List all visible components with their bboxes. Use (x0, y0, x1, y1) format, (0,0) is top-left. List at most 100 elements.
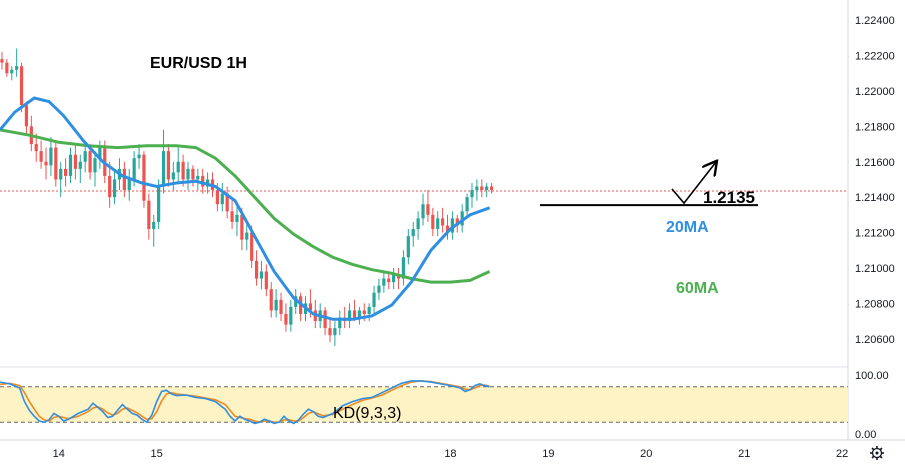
projection-arrow (671, 162, 716, 205)
kd-tick-label: 0.00 (855, 429, 876, 441)
candle-body (54, 147, 58, 180)
candle-body (274, 299, 278, 311)
candle-body (15, 66, 19, 70)
candle-body (279, 299, 283, 314)
kd-k-line (0, 380, 490, 425)
candle-body (475, 186, 479, 191)
kd-overbought-oversold-band (0, 386, 848, 423)
candle-body (157, 186, 161, 222)
candle-body (83, 151, 87, 162)
candle-body (108, 175, 112, 198)
candle-body (289, 306, 293, 325)
candle-body (68, 154, 73, 176)
candle-body (460, 211, 464, 226)
price-tick-label: 1.21400 (855, 192, 895, 204)
candle-body (0, 59, 4, 63)
candle-body (284, 313, 288, 325)
candle-body (250, 232, 254, 261)
candle-body (73, 154, 77, 169)
price-tick-label: 1.21600 (855, 157, 895, 169)
candle-body (421, 204, 425, 219)
candle-body (44, 161, 48, 166)
candle-body (269, 289, 273, 311)
candle-body (362, 310, 366, 314)
candle-body (142, 154, 146, 201)
price-tick-label: 1.22400 (855, 15, 895, 27)
candle-body (470, 190, 474, 198)
kd-label: KD(9,3,3) (333, 405, 401, 422)
kd-axis: 100.00 0.00 (855, 370, 889, 441)
candles (0, 48, 494, 346)
candle-body (132, 158, 136, 180)
time-tick-label: 14 (53, 448, 65, 460)
candle-body (59, 168, 63, 180)
candle-body (308, 303, 313, 311)
candle-body (235, 214, 239, 222)
price-tick-label: 1.22000 (855, 86, 895, 98)
candle-body (352, 310, 357, 318)
candle-body (176, 161, 180, 173)
candle-body (220, 193, 224, 205)
candle-body (186, 168, 190, 180)
candle-body (240, 214, 244, 240)
candle-body (416, 218, 420, 230)
candle-body (112, 179, 117, 198)
candle-body (166, 151, 171, 180)
ma20-label: 20MA (666, 219, 709, 236)
candle-body (445, 225, 450, 233)
candle-body (367, 306, 371, 314)
candle-body (24, 105, 29, 127)
candle-body (377, 285, 381, 293)
settings-gear-icon[interactable] (870, 446, 884, 460)
time-axis[interactable]: 14 15 18 19 20 21 22 (53, 448, 849, 460)
candle-body (338, 317, 342, 329)
candle-body (406, 236, 410, 258)
candle-body (98, 147, 102, 159)
time-tick-label: 19 (542, 448, 554, 460)
time-tick-label: 22 (836, 448, 848, 460)
candle-body (465, 197, 469, 212)
candle-body (347, 310, 352, 322)
candle-body (333, 328, 337, 336)
candle-body (436, 218, 440, 230)
price-tick-label: 1.20800 (855, 298, 895, 310)
candle-body (215, 190, 219, 205)
candle-body (171, 172, 175, 180)
kd-tick-label: 100.00 (855, 370, 889, 382)
candle-body (455, 218, 459, 226)
kd-d-line (0, 380, 490, 424)
ma20-line (0, 96, 491, 321)
price-tick-label: 1.22200 (855, 51, 895, 63)
candle-body (161, 151, 166, 187)
candle-body (392, 275, 396, 283)
candle-body (401, 257, 406, 279)
candle-body (245, 232, 249, 240)
candle-body (122, 168, 126, 191)
candle-body (357, 310, 361, 318)
time-tick-label: 15 (151, 448, 163, 460)
ma60-label: 60MA (676, 280, 719, 297)
candle-body (137, 154, 141, 159)
candle-body (264, 271, 268, 290)
price-tick-label: 1.20600 (855, 334, 895, 346)
level-price-label: 1.2135 (703, 188, 755, 207)
candle-body (93, 158, 97, 173)
candle-body (225, 193, 229, 212)
candle-body (10, 69, 14, 74)
candle-body (441, 218, 445, 226)
price-tick-label: 1.21800 (855, 121, 895, 133)
price-tick-label: 1.21000 (855, 263, 895, 275)
candle-body (489, 186, 494, 191)
price-axis[interactable]: 1.22400 1.22200 1.22000 1.21800 1.21600 1.214… (855, 15, 895, 346)
candle-body (426, 204, 430, 215)
price-tick-label: 1.21200 (855, 228, 895, 240)
candle-body (181, 161, 185, 180)
time-tick-label: 20 (640, 448, 652, 460)
candle-body (49, 147, 53, 166)
candle-body (191, 168, 195, 180)
candle-body (396, 275, 401, 279)
candle-body (127, 179, 131, 191)
candle-body (485, 186, 489, 191)
chart-title: EUR/USD 1H (150, 55, 247, 72)
